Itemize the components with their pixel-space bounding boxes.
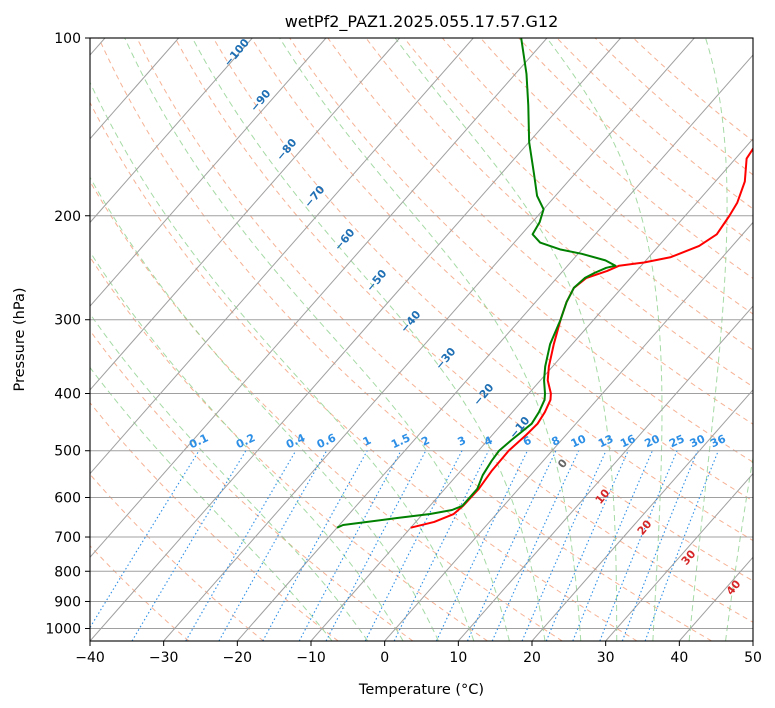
dry-adiabat [251,38,753,502]
mixing-ratio-line [218,450,328,641]
moist-adiabat [124,38,510,641]
moist-adiabat [725,454,753,641]
moist-adiabat [90,366,333,641]
isotherm [90,38,253,224]
y-tick-label: 700 [54,530,81,546]
dry-adiabat [90,401,339,641]
dry-adiabat [442,38,753,315]
dry-adiabat [365,38,753,388]
x-tick-label: 50 [744,650,762,666]
isotherm [384,221,753,641]
mixing-ratio-label: 20 [642,432,662,450]
isotherm [90,38,548,559]
x-tick-label: 0 [380,650,389,666]
dry-adiabat [90,101,638,641]
x-tick-label: −30 [149,650,179,666]
dry-adiabat [556,38,753,210]
dry-adiabat [327,38,753,425]
moist-adiabat [90,250,404,641]
y-tick-label: 300 [54,313,81,329]
isotherm [236,54,753,641]
y-tick-label: 900 [54,594,81,610]
mixing-ratio-line [131,450,247,641]
dry-adiabat [136,38,753,623]
mixing-ratio-line [185,450,297,641]
isotherm [90,38,327,307]
x-tick-label: 30 [597,650,615,666]
x-tick-label: −20 [223,650,253,666]
dry-adiabat [518,38,753,245]
dry-adiabat [174,38,753,582]
mixing-ratio-label: 36 [708,432,728,450]
y-tick-label: 800 [54,564,81,580]
dry-adiabat [594,38,753,176]
mixing-ratio-label: 16 [618,432,638,450]
mixing-ratio-label: 13 [596,432,615,450]
mixing-ratio-line [545,450,629,641]
mixing-ratio-line [521,450,607,641]
y-tick-label: 600 [54,490,81,506]
mixing-ratio-label: 25 [667,432,686,450]
isotherm [605,472,753,641]
isotherm [90,38,401,391]
y-tick-label: 1000 [45,621,81,637]
mixing-ratio-label: 10 [569,432,589,450]
moist-adiabat [90,313,369,641]
x-tick-label: 20 [523,650,541,666]
isotherm [163,38,695,641]
mixing-ratio-line [90,450,200,629]
y-axis-ticks: 100 200 300 400 500 600 700 800 900 1000 [45,31,90,637]
y-axis-label: Pressure (hPa) [12,287,28,391]
moist-adiabat [688,38,728,641]
isotherm [457,305,753,641]
y-tick-label: 500 [54,444,81,460]
dry-adiabat [289,38,753,463]
dry-adiabat [90,256,488,641]
x-axis-label: Temperature (°C) [358,682,484,698]
moist-adiabat [90,81,475,641]
x-tick-label: −10 [296,650,326,666]
y-tick-label: 200 [54,209,81,225]
dry-adiabat [480,38,753,280]
moist-adiabat [191,38,546,641]
isotherm [310,137,753,641]
y-tick-label: 400 [54,387,81,403]
mixing-ratio-line [393,450,490,641]
isotherm [90,38,474,475]
mixing-ratio-line [491,450,580,641]
x-axis-ticks: −40 −30 −20 −10 0 10 20 30 40 50 [75,641,762,666]
isotherm [531,389,753,641]
x-tick-label: 10 [449,650,467,666]
chart-title: wetPf2_PAZ1.2025.055.17.57.G12 [285,12,559,32]
mixing-ratio-line [467,450,557,641]
plot-area: −100−90−80−70−60−50−40−30−20−10010203040… [89,37,754,642]
mixing-ratio-label: 30 [688,432,708,450]
isotherm [90,38,622,641]
mixing-ratio-line [262,450,368,641]
moist-adiabat [546,38,663,641]
y-tick-label: 100 [54,31,81,47]
dry-adiabat [403,38,753,351]
mixing-ratio-line [435,450,528,641]
dry-adiabat [98,38,712,641]
plot-frame [89,37,754,642]
x-tick-label: −40 [75,650,105,666]
x-tick-label: 40 [670,650,688,666]
dewpoint-profile [336,38,617,529]
